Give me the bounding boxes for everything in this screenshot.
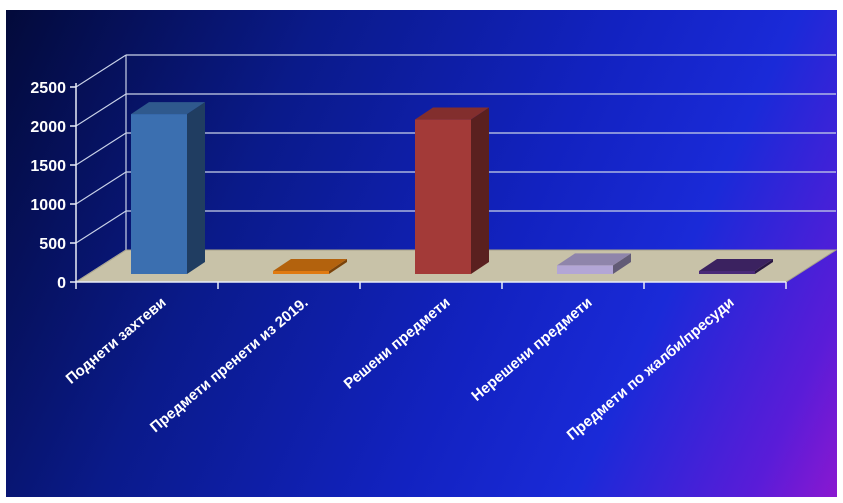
bar-top (699, 259, 773, 271)
bar (273, 271, 329, 274)
y-tick-label: 0 (57, 275, 66, 292)
bar-top (415, 107, 489, 120)
x-tick-label: Предмети пренети из 2019. (147, 294, 312, 436)
gridline-depth (75, 132, 127, 166)
bar-side (187, 102, 205, 274)
bar (131, 114, 187, 274)
y-tick-label: 500 (39, 236, 66, 253)
y-tick-label: 1500 (30, 158, 66, 175)
bar-side (471, 107, 489, 274)
x-tick-label: Поднети захтеви (63, 294, 170, 388)
x-tick-label: Нерешени предмети (468, 294, 595, 405)
bar (699, 271, 755, 274)
y-tick-label: 1000 (30, 197, 66, 214)
gridline-depth (75, 210, 127, 244)
bar (415, 119, 471, 274)
y-tick-label: 2500 (30, 80, 66, 97)
chart-slide: 0 500 1000 1500 2000 2500 Поднети захтеви Предм… (6, 10, 837, 497)
bar-side (755, 259, 773, 274)
bar-side (329, 259, 347, 274)
bar-side (613, 253, 631, 274)
bar (557, 265, 613, 274)
x-tick-label: Решени предмети (341, 294, 454, 393)
gridline-depth (75, 171, 127, 205)
y-tick-label: 2000 (30, 119, 66, 136)
bar-top (273, 259, 347, 271)
x-tick-label: Предмети по жалби/пресуди (564, 294, 738, 444)
bar-top (557, 253, 631, 266)
gridline-depth (75, 93, 127, 127)
bar-top (131, 102, 205, 115)
gridline-depth (75, 54, 127, 88)
